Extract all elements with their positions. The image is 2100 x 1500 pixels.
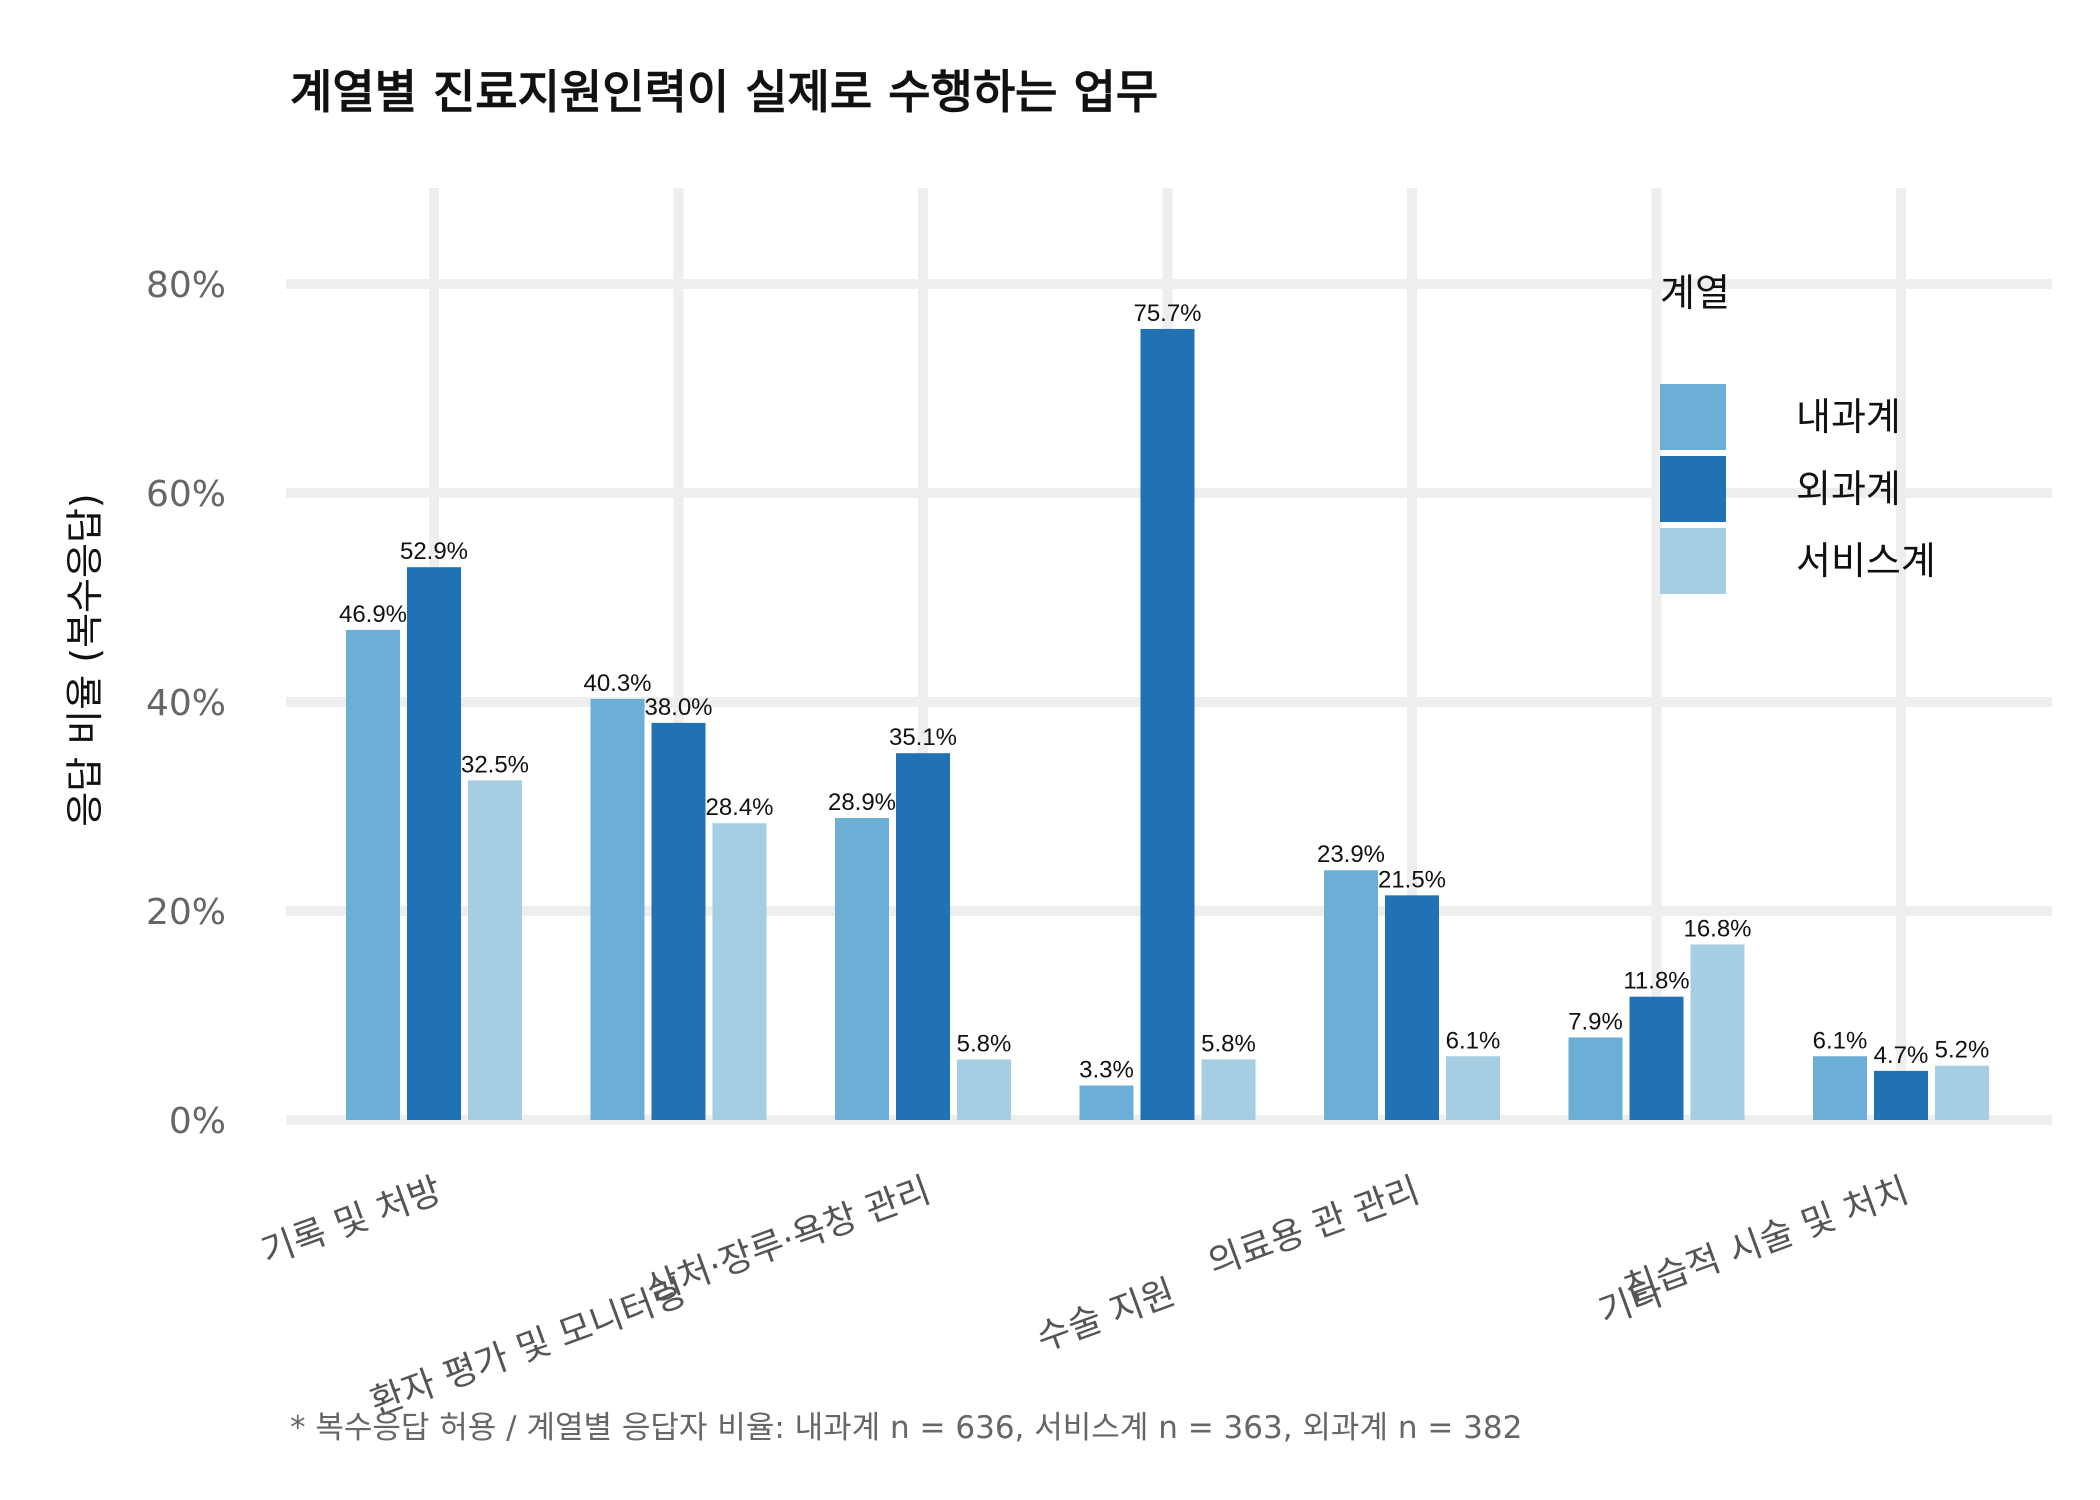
data-label: 11.8% — [1623, 968, 1689, 995]
bar-layer — [346, 328, 1989, 1120]
bar — [712, 823, 767, 1120]
bar — [896, 753, 950, 1120]
data-label: 23.9% — [1317, 841, 1385, 868]
chart-title: 계열별 진료지원인력이 실제로 수행하는 업무 — [290, 65, 1158, 119]
x-tick-label: 기록 및 처방 — [256, 1170, 447, 1273]
bar — [651, 722, 706, 1120]
bar — [1324, 870, 1378, 1120]
legend-key — [1660, 528, 1726, 594]
x-tick-label: 의료용 관 관리 — [1203, 1170, 1425, 1284]
data-label-layer: 46.9% 40.3% 28.9% 3.3% 23.9% 7.9% 6.1% 52.9% 38.… — [339, 300, 1989, 1084]
y-axis-label: 응답 비율 (복수응답) — [63, 493, 107, 827]
data-label: 46.9% — [339, 601, 407, 628]
legend-label: 내과계 — [1796, 395, 1901, 439]
data-label: 35.1% — [889, 724, 957, 751]
data-label: 6.1% — [1813, 1027, 1868, 1054]
x-tick-label: 침습적 시술 및 처치 — [1619, 1170, 1914, 1311]
data-label: 5.2% — [1935, 1037, 1990, 1064]
x-tick-label: 상처·장루·욕창 관리 — [641, 1170, 936, 1311]
bar — [468, 780, 522, 1120]
legend-label: 서비스계 — [1796, 539, 1936, 583]
data-label: 28.4% — [705, 794, 773, 821]
bar — [1629, 996, 1684, 1120]
data-label: 32.5% — [461, 751, 529, 778]
bar — [1201, 1059, 1256, 1120]
bar — [1446, 1056, 1500, 1120]
bar — [1079, 1085, 1134, 1120]
data-label: 4.7% — [1874, 1042, 1929, 1069]
data-label: 5.8% — [957, 1030, 1012, 1057]
bar — [835, 817, 889, 1120]
bar — [1874, 1070, 1928, 1120]
data-label: 5.8% — [1201, 1030, 1256, 1057]
legend-label: 외과계 — [1796, 467, 1901, 511]
data-label: 6.1% — [1446, 1027, 1501, 1054]
bar — [407, 567, 461, 1120]
legend-title: 계열 — [1660, 271, 1730, 315]
y-tick-label: 40% — [146, 683, 226, 724]
data-label: 40.3% — [583, 670, 651, 697]
bar — [1140, 328, 1195, 1120]
chart-caption: * 복수응답 허용 / 계열별 응답자 비율: 내과계 n = 636, 서비스… — [290, 1410, 1522, 1446]
bar — [1690, 944, 1745, 1120]
bar — [346, 629, 400, 1120]
bar — [957, 1059, 1011, 1120]
x-tick-label: 환자 평가 및 모니터링 — [365, 1272, 691, 1424]
bar — [590, 698, 645, 1120]
y-tick-label: 80% — [146, 265, 226, 306]
data-label: 7.9% — [1568, 1008, 1623, 1035]
data-label: 3.3% — [1079, 1057, 1134, 1084]
data-label: 21.5% — [1378, 866, 1446, 893]
y-tick-label: 60% — [146, 474, 226, 515]
data-label: 38.0% — [644, 694, 712, 721]
bar — [1935, 1065, 1989, 1120]
y-tick-label: 20% — [146, 892, 226, 933]
bar — [1568, 1037, 1623, 1120]
data-label: 28.9% — [828, 789, 896, 816]
data-label: 75.7% — [1133, 300, 1201, 327]
bar — [1813, 1056, 1867, 1120]
x-tick-label: 수술 지원 — [1031, 1272, 1180, 1360]
bar — [1385, 895, 1439, 1120]
data-label: 16.8% — [1683, 915, 1751, 942]
legend-key — [1660, 384, 1726, 450]
legend-key — [1660, 456, 1726, 522]
y-tick-label: 0% — [169, 1101, 226, 1142]
data-label: 52.9% — [400, 538, 468, 565]
